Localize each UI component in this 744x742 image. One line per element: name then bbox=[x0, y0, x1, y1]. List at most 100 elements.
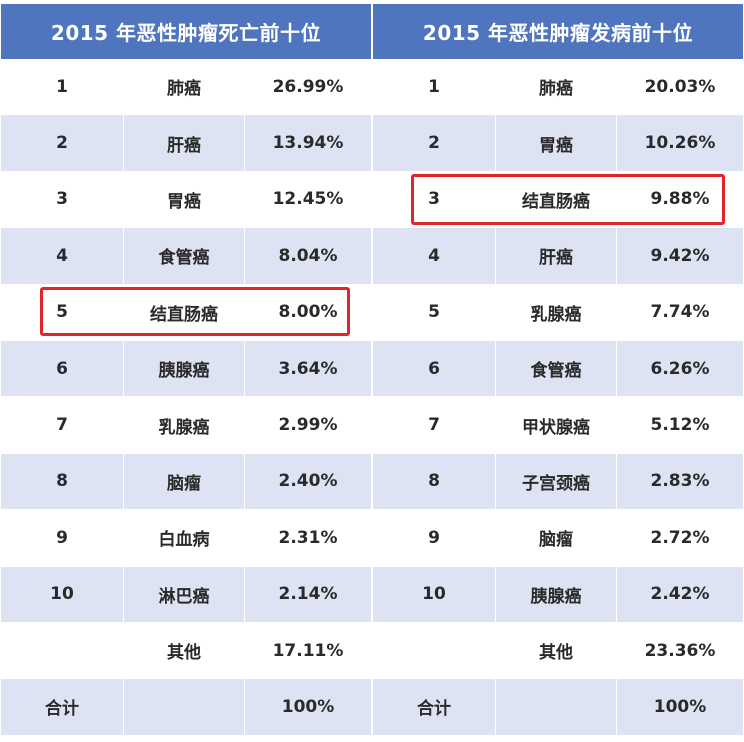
cancer-name-cell: 食管癌 bbox=[124, 228, 245, 284]
percent-cell: 13.94% bbox=[272, 133, 344, 154]
percent-cell: 5.12% bbox=[650, 415, 710, 436]
percent-cell: 7.74% bbox=[650, 302, 710, 323]
mortality-table: 2015 年恶性肿瘤死亡前十位 1 肺癌 26.99% 2 肝癌 13.94% … bbox=[1, 4, 371, 736]
table-row: 2 肝癌 13.94% bbox=[1, 115, 371, 172]
table-row: 5 乳腺癌 7.74% bbox=[373, 284, 743, 341]
rank-cell: 8 bbox=[1, 453, 124, 510]
total-label-cell: 合计 bbox=[373, 679, 496, 735]
cancer-name-cell: 结直肠癌 bbox=[124, 284, 245, 340]
total-percent-cell: 100% bbox=[653, 696, 707, 717]
rank-cell: 6 bbox=[1, 340, 124, 397]
percent-cell: 17.11% bbox=[272, 640, 344, 661]
table-row: 8 脑瘤 2.40% bbox=[1, 453, 371, 511]
cancer-name-cell: 脑瘤 bbox=[124, 453, 245, 510]
rank-cell: 4 bbox=[373, 228, 496, 284]
cancer-name-cell: 肺癌 bbox=[124, 59, 245, 115]
rank-cell bbox=[1, 622, 124, 679]
rank-cell: 2 bbox=[1, 115, 124, 171]
incidence-table-body: 1 肺癌 20.03% 2 胃癌 10.26% 3 结直肠癌 9.88% 4 肝… bbox=[373, 59, 743, 736]
rank-cell: 5 bbox=[373, 284, 496, 340]
cancer-name-cell: 淋巴癌 bbox=[124, 566, 245, 622]
highlight-box-colorectal-mortality bbox=[40, 287, 350, 336]
rank-cell: 8 bbox=[373, 453, 496, 510]
table-row: 4 食管癌 8.04% bbox=[1, 228, 371, 285]
table-row: 1 肺癌 26.99% bbox=[1, 59, 371, 116]
total-label-cell: 合计 bbox=[1, 679, 124, 735]
table-row: 5 结直肠癌 8.00% bbox=[1, 284, 371, 341]
cancer-name-cell: 脑瘤 bbox=[496, 510, 617, 566]
percent-cell: 2.72% bbox=[650, 527, 710, 548]
percent-cell: 23.36% bbox=[644, 640, 716, 661]
rank-cell: 4 bbox=[1, 228, 124, 284]
cancer-name-cell: 肝癌 bbox=[124, 115, 245, 171]
cancer-name-cell: 子宫颈癌 bbox=[496, 453, 617, 510]
rank-cell: 9 bbox=[1, 510, 124, 566]
cancer-name-cell: 其他 bbox=[124, 622, 245, 679]
table-row: 8 子宫颈癌 2.83% bbox=[373, 453, 743, 511]
rank-cell: 1 bbox=[373, 59, 496, 115]
rank-cell: 3 bbox=[1, 171, 124, 228]
table-row: 9 脑瘤 2.72% bbox=[373, 510, 743, 567]
cancer-name-cell: 乳腺癌 bbox=[124, 397, 245, 453]
empty-cell bbox=[496, 679, 617, 735]
rank-cell: 1 bbox=[1, 59, 124, 115]
rank-cell: 7 bbox=[373, 397, 496, 453]
table-row-other: 其他 23.36% bbox=[373, 622, 743, 680]
cancer-name-cell: 结直肠癌 bbox=[496, 171, 617, 228]
rank-cell: 10 bbox=[373, 566, 496, 622]
rank-cell: 2 bbox=[373, 115, 496, 171]
cancer-name-cell: 食管癌 bbox=[496, 340, 617, 397]
percent-cell: 20.03% bbox=[644, 76, 716, 97]
rank-cell: 10 bbox=[1, 566, 124, 622]
percent-cell: 2.14% bbox=[278, 584, 338, 605]
percent-cell: 9.42% bbox=[650, 245, 710, 266]
percent-cell: 6.26% bbox=[650, 358, 710, 379]
cancer-name-cell: 白血病 bbox=[124, 510, 245, 566]
cancer-name-cell: 胰腺癌 bbox=[496, 566, 617, 622]
table-row-other: 其他 17.11% bbox=[1, 622, 371, 680]
highlight-box-colorectal-incidence bbox=[411, 174, 725, 225]
percent-cell: 2.31% bbox=[278, 527, 338, 548]
rank-cell: 6 bbox=[373, 340, 496, 397]
table-row: 9 白血病 2.31% bbox=[1, 510, 371, 567]
percent-cell: 3.64% bbox=[278, 358, 338, 379]
table-row: 10 淋巴癌 2.14% bbox=[1, 566, 371, 623]
cancer-name-cell: 其他 bbox=[496, 622, 617, 679]
table-row: 6 胰腺癌 3.64% bbox=[1, 340, 371, 398]
table-row: 4 肝癌 9.42% bbox=[373, 228, 743, 285]
table-row: 2 胃癌 10.26% bbox=[373, 115, 743, 172]
cancer-name-cell: 胃癌 bbox=[496, 115, 617, 171]
cancer-name-cell: 肝癌 bbox=[496, 228, 617, 284]
cancer-name-cell: 胃癌 bbox=[124, 171, 245, 228]
cancer-name-cell: 甲状腺癌 bbox=[496, 397, 617, 453]
incidence-table: 2015 年恶性肿瘤发病前十位 1 肺癌 20.03% 2 胃癌 10.26% … bbox=[373, 4, 743, 736]
table-row: 10 胰腺癌 2.42% bbox=[373, 566, 743, 623]
percent-cell: 12.45% bbox=[272, 189, 344, 210]
rank-cell bbox=[373, 622, 496, 679]
table-row: 3 结直肠癌 9.88% bbox=[373, 171, 743, 229]
table-row: 3 胃癌 12.45% bbox=[1, 171, 371, 229]
empty-cell bbox=[124, 679, 245, 735]
percent-cell: 8.00% bbox=[278, 302, 338, 323]
mortality-table-body: 1 肺癌 26.99% 2 肝癌 13.94% 3 胃癌 12.45% 4 食管… bbox=[1, 59, 371, 736]
table-row: 7 甲状腺癌 5.12% bbox=[373, 397, 743, 454]
percent-cell: 2.42% bbox=[650, 584, 710, 605]
percent-cell: 26.99% bbox=[272, 76, 344, 97]
rank-cell: 7 bbox=[1, 397, 124, 453]
rank-cell: 5 bbox=[1, 284, 124, 340]
percent-cell: 10.26% bbox=[644, 133, 716, 154]
mortality-table-title: 2015 年恶性肿瘤死亡前十位 bbox=[1, 4, 371, 59]
cancer-name-cell: 肺癌 bbox=[496, 59, 617, 115]
table-row-total: 合计 100% bbox=[373, 679, 743, 736]
total-percent-cell: 100% bbox=[281, 696, 335, 717]
percent-cell: 2.40% bbox=[278, 471, 338, 492]
table-row: 6 食管癌 6.26% bbox=[373, 340, 743, 398]
percent-cell: 9.88% bbox=[650, 189, 710, 210]
table-row: 7 乳腺癌 2.99% bbox=[1, 397, 371, 454]
cancer-name-cell: 胰腺癌 bbox=[124, 340, 245, 397]
percent-cell: 2.99% bbox=[278, 415, 338, 436]
table-row: 1 肺癌 20.03% bbox=[373, 59, 743, 116]
cancer-name-cell: 乳腺癌 bbox=[496, 284, 617, 340]
incidence-table-title: 2015 年恶性肿瘤发病前十位 bbox=[373, 4, 743, 59]
